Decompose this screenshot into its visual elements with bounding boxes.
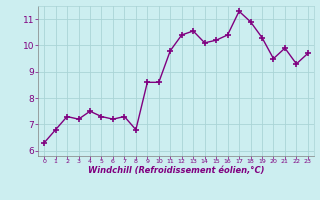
X-axis label: Windchill (Refroidissement éolien,°C): Windchill (Refroidissement éolien,°C) xyxy=(88,166,264,175)
